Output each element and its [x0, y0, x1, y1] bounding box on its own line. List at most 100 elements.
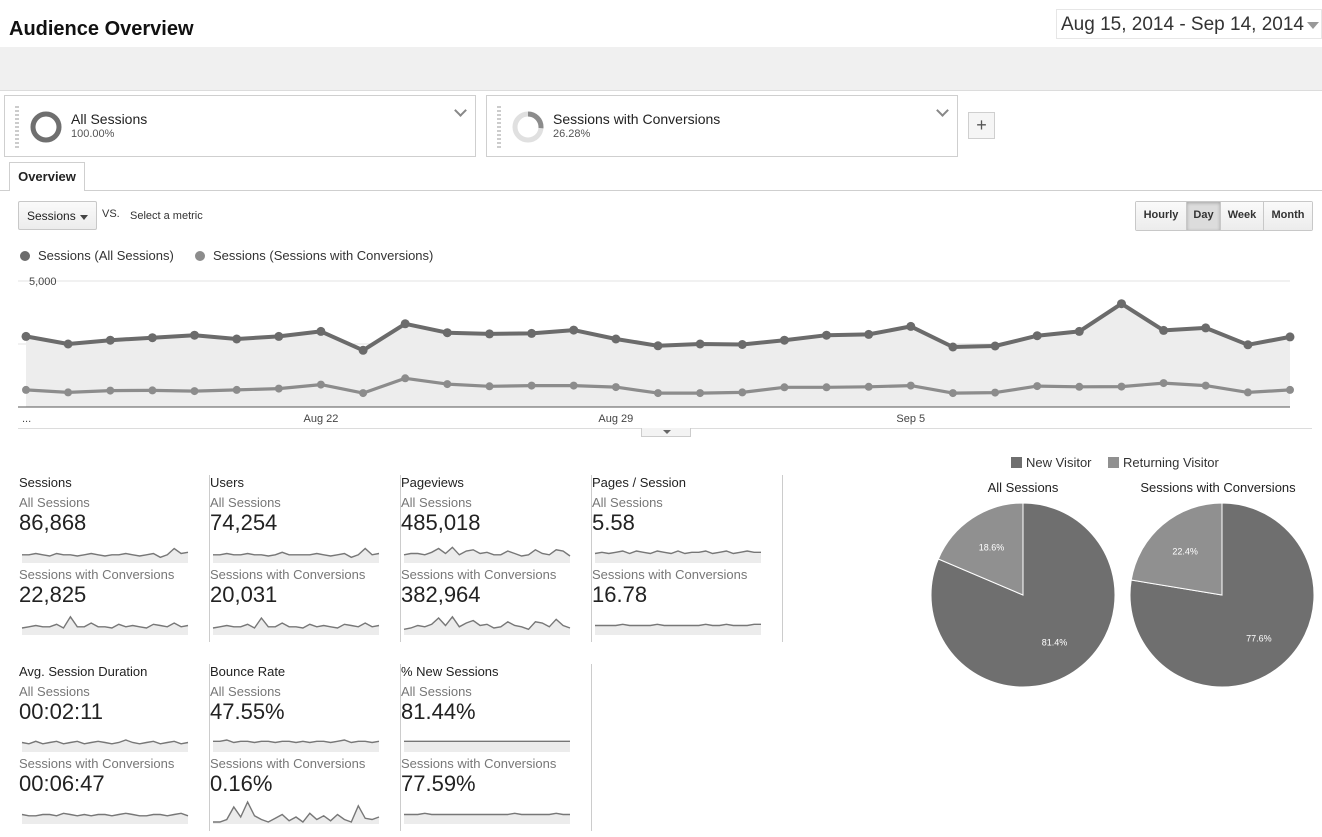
metric-tile[interactable]: % New Sessions All Sessions 81.44% Sessions…	[401, 664, 592, 831]
metric-value: 47.55%	[210, 699, 285, 724]
drag-handle-icon[interactable]	[497, 106, 501, 148]
metric-segment-label: All Sessions	[210, 495, 281, 510]
toolbar-band	[0, 47, 1322, 91]
legend-dot-conversions	[195, 251, 205, 261]
data-point	[780, 383, 789, 392]
x-tick-label: Aug 22	[303, 413, 338, 425]
data-point	[991, 388, 1000, 397]
pie-label-new: 81.4%	[1042, 638, 1068, 648]
data-point	[1201, 323, 1211, 333]
data-point	[442, 328, 452, 338]
segment-name: All Sessions	[71, 111, 148, 127]
metric-tile[interactable]: Pageviews All Sessions 485,018 Sessions wit…	[401, 475, 592, 642]
hourly-button[interactable]: Hourly	[1136, 202, 1187, 230]
data-point	[611, 334, 621, 344]
data-point	[906, 321, 916, 331]
add-segment-button[interactable]: +	[968, 112, 995, 139]
metric-value: 81.44%	[401, 699, 476, 724]
pie-slice-returning-visitor	[1130, 502, 1223, 596]
metric-segment-label: Sessions with Conversions	[210, 567, 366, 582]
data-point	[1243, 388, 1252, 397]
sparkline-line	[213, 547, 380, 559]
legend-conversions[interactable]: Sessions (Sessions with Conversions)	[213, 248, 434, 263]
metric-tile[interactable]: Avg. Session Duration All Sessions 00:02:1…	[19, 664, 210, 831]
sparkline-area	[595, 624, 761, 635]
data-point	[611, 383, 620, 392]
metric-value: 00:02:11	[19, 699, 104, 724]
legend-all-sessions[interactable]: Sessions (All Sessions)	[38, 248, 174, 263]
metric-value: 20,031	[210, 582, 278, 607]
data-point	[274, 331, 284, 341]
data-point	[1032, 331, 1042, 341]
data-point	[696, 389, 705, 398]
sparkline	[213, 800, 380, 824]
data-point	[148, 386, 157, 395]
data-point	[1159, 379, 1168, 388]
data-point	[443, 380, 452, 389]
legend-swatch-new-visitor	[1011, 457, 1022, 468]
sparkline-area	[22, 616, 188, 635]
sparkline-line	[213, 739, 380, 744]
legend-swatch-returning-visitor	[1108, 457, 1119, 468]
segment-card-all-sessions[interactable]: All Sessions 100.00%	[4, 95, 476, 157]
primary-metric-label: Sessions	[27, 209, 76, 223]
metric-value: 485,018	[401, 510, 481, 535]
primary-metric-select[interactable]: Sessions	[18, 201, 97, 230]
metric-segment-label: Sessions with Conversions	[592, 567, 748, 582]
data-point	[1075, 382, 1084, 391]
sparkline-line	[22, 547, 189, 559]
sparkline-line	[403, 615, 571, 631]
sparkline-area	[404, 741, 570, 752]
dropdown-arrow-icon	[80, 215, 88, 220]
data-point	[485, 382, 494, 391]
chart-collapse-toggle[interactable]	[641, 428, 691, 437]
metric-tile[interactable]: Users All Sessions 74,254 Sessions with Con…	[210, 475, 401, 642]
sparkline	[21, 812, 189, 824]
data-point	[21, 331, 31, 341]
metric-value: 74,254	[210, 510, 278, 535]
sparkline	[213, 547, 380, 563]
data-point	[653, 341, 663, 351]
sparkline-line	[213, 800, 380, 823]
data-point	[737, 340, 747, 349]
sparkline-area	[595, 551, 761, 563]
metric-segment-label: All Sessions	[19, 684, 90, 699]
day-button[interactable]: Day	[1187, 202, 1221, 230]
sparkline	[21, 739, 189, 752]
metric-tile[interactable]: Bounce Rate All Sessions 47.55% Sessions wi…	[210, 664, 401, 831]
legend-new-visitor: New Visitor	[1026, 455, 1092, 470]
tab-overview[interactable]: Overview	[9, 162, 85, 191]
series-area	[26, 303, 1290, 407]
y-tick-label: 5,000	[29, 276, 57, 288]
metric-value: 22,825	[19, 582, 87, 607]
segment-card-sessions-with-conversions[interactable]: Sessions with Conversions 26.28%	[486, 95, 958, 157]
data-point	[779, 335, 789, 345]
metric-tile[interactable]: Pages / Session All Sessions 5.58 Sessions …	[592, 475, 783, 642]
data-point	[738, 388, 747, 397]
sparkline-line	[404, 812, 570, 816]
week-button[interactable]: Week	[1221, 202, 1264, 230]
data-point	[527, 328, 537, 338]
segment-ring-icon	[512, 111, 544, 143]
date-range-label: Aug 15, 2014 - Sep 14, 2014	[1061, 14, 1304, 35]
data-point	[569, 325, 579, 335]
data-point	[316, 380, 325, 389]
data-point	[232, 385, 241, 394]
drag-handle-icon[interactable]	[15, 106, 19, 148]
month-button[interactable]: Month	[1264, 202, 1312, 230]
sparkline-line	[403, 546, 571, 557]
metric-title: Pageviews	[401, 475, 464, 490]
metric-title: Avg. Session Duration	[19, 664, 148, 679]
data-point	[64, 388, 73, 397]
metric-value: 0.16%	[210, 771, 273, 796]
pie-label-new: 77.6%	[1246, 633, 1272, 643]
metric-tile[interactable]: Sessions All Sessions 86,868 Sessions with …	[19, 475, 210, 642]
compare-metric-select[interactable]: Select a metric	[130, 210, 203, 222]
sparkline-line	[212, 616, 380, 629]
metric-segment-label: All Sessions	[401, 684, 472, 699]
metric-title: Bounce Rate	[210, 664, 286, 679]
metric-segment-label: Sessions with Conversions	[401, 756, 557, 771]
metric-value: 382,964	[401, 582, 481, 607]
